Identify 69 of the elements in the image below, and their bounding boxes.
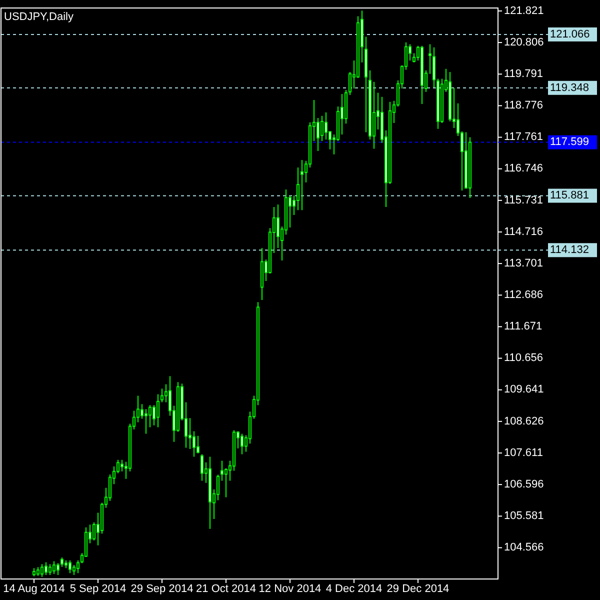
- candlestick: [152, 404, 156, 426]
- x-tick-label: 21 Oct 2014: [196, 583, 256, 595]
- y-tick-label: 121.821: [504, 4, 544, 17]
- candlestick: [72, 564, 76, 576]
- y-tick-label: 120.806: [504, 36, 544, 48]
- candlestick: [136, 395, 140, 423]
- ref-line-label: 114.132: [550, 244, 589, 256]
- candlestick: [108, 474, 112, 502]
- candlestick: [276, 204, 280, 249]
- y-tick-label: 105.581: [504, 510, 544, 522]
- y-tick-label: 106.596: [504, 478, 544, 490]
- y-tick-label: 104.566: [504, 542, 544, 554]
- y-tick-label: 107.611: [504, 446, 543, 459]
- candlestick: [196, 435, 200, 454]
- x-tick-label: 5 Sep 2014: [70, 583, 126, 595]
- y-tick-label: 114.716: [504, 226, 543, 238]
- candlestick: [44, 562, 48, 576]
- x-tick-label: 14 Aug 2014: [3, 583, 65, 595]
- candlestick: [192, 430, 196, 458]
- candlestick: [92, 522, 96, 541]
- candlestick: [288, 194, 292, 228]
- y-tick-label: 108.626: [504, 415, 544, 428]
- y-tick-label: 111.671: [504, 320, 542, 333]
- candlestick: [148, 404, 152, 428]
- ref-line-label: 117.599: [550, 136, 589, 148]
- y-tick-label: 115.731: [504, 194, 543, 206]
- candlestick: [216, 474, 220, 501]
- candlestick: [428, 44, 432, 74]
- x-tick-label: 29 Dec 2014: [386, 583, 450, 595]
- candlestick: [432, 46, 436, 88]
- candlestick: [300, 159, 304, 211]
- chart-title: USDJPY,Daily: [4, 11, 74, 23]
- x-tick-label: 29 Sep 2014: [130, 583, 194, 595]
- candlestick: [224, 468, 228, 498]
- candlestick: [320, 115, 324, 142]
- y-tick-label: 116.746: [504, 162, 543, 175]
- candlestick: [156, 394, 160, 428]
- candlestick: [52, 560, 56, 575]
- candlestick: [188, 418, 192, 450]
- candlestick: [144, 408, 148, 434]
- y-tick-label: 117.761: [504, 131, 543, 144]
- candlestick: [68, 560, 72, 574]
- candlestick: [76, 560, 80, 574]
- candlestick: [200, 454, 204, 482]
- candlestick: [348, 71, 352, 96]
- candlestick: [40, 564, 44, 578]
- candlestick: [60, 557, 64, 568]
- y-tick-label: 119.791: [504, 68, 543, 80]
- y-tick-label: 112.686: [504, 289, 543, 302]
- candlestick: [316, 117, 320, 152]
- y-tick-label: 113.701: [504, 257, 543, 270]
- candlestick: [140, 404, 144, 420]
- candlestick: [56, 562, 60, 576]
- y-tick-label: 118.776: [504, 100, 543, 112]
- ref-line-label: 119.348: [550, 82, 589, 94]
- y-tick-label: 109.641: [504, 384, 544, 396]
- candlestick: [324, 112, 328, 140]
- candlestick: [160, 388, 164, 403]
- x-tick-label: 12 Nov 2014: [258, 583, 322, 595]
- candlestick: [48, 564, 52, 576]
- candlestick: [240, 433, 244, 455]
- candlestick: [296, 166, 300, 211]
- y-tick-label: 110.656: [504, 352, 543, 364]
- ref-line-label: 121.066: [550, 28, 590, 40]
- candlestick: [220, 460, 224, 482]
- candlestick: [120, 459, 124, 472]
- candlestick: [372, 81, 376, 150]
- ref-line-label: 115.881: [550, 190, 589, 202]
- x-tick-label: 4 Dec 2014: [326, 583, 382, 595]
